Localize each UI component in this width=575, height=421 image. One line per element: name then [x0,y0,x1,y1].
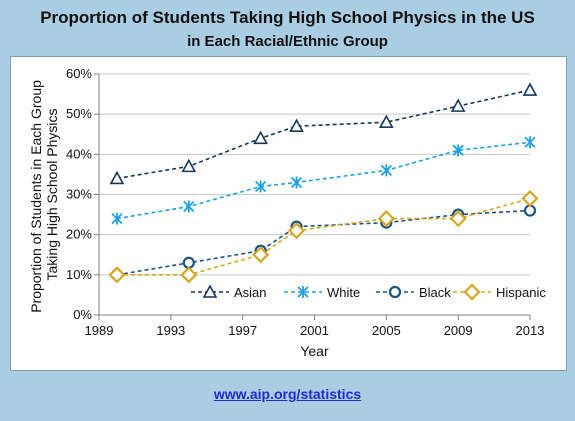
point-asian-4 [378,114,394,128]
point-white-6 [524,136,536,149]
y-tick-label-10: 10% [66,267,92,282]
y-tick-label-20: 20% [66,227,92,242]
x-tick-label-1993: 1993 [156,323,185,338]
y-axis-label: Proportion of Students in Each Group Tak… [28,76,60,313]
point-asian-5 [450,98,466,112]
point-white-2 [254,180,267,193]
series-line-asian [116,89,531,180]
line-chart: 0% 10% 20% 30% 40% 50% 60% 1989 1993 1997 2001 2005… [28,66,546,359]
point-white-5 [452,144,464,157]
chart-title-line-1: Proportion of Students Taking High Schoo… [40,8,535,27]
series-line-black [116,209,531,276]
legend-marker-hispanic [463,283,481,301]
legend-marker-black [388,285,402,299]
footer: www.aip.org/statistics [0,386,575,404]
point-asian-3 [289,118,304,133]
point-hispanic-1 [180,266,198,284]
point-hispanic-5 [449,210,467,228]
chart-title-line-2: in Each Racial/Ethnic Group [187,33,388,50]
legend-label-white: White [327,285,360,300]
point-hispanic-6 [521,189,539,208]
x-tick-label-2009: 2009 [444,323,473,338]
y-tick-label-0: 0% [73,307,92,322]
chart-title: Proportion of Students Taking High Schoo… [0,8,575,52]
point-asian-0 [109,170,125,185]
y-tick-label-60: 60% [66,66,92,81]
series-line-hispanic [116,197,531,276]
y-tick-label-50: 50% [66,106,92,121]
legend-item-black: Black [376,285,451,300]
y-tick-label-40: 40% [66,146,92,161]
point-hispanic-2 [252,246,270,264]
series-line-white [116,141,531,220]
point-white-1 [183,200,195,213]
point-white-3 [290,176,303,189]
x-tick-label-2013: 2013 [516,323,545,338]
legend-label-asian: Asian [234,285,267,300]
x-tick-label-1997: 1997 [228,323,257,338]
legend-label-black: Black [419,285,451,300]
aip-statistics-link[interactable]: www.aip.org/statistics [213,386,362,402]
legend-item-hispanic: Hispanic [453,283,546,301]
legend-label-hispanic: Hispanic [496,285,546,300]
point-white-0 [111,212,123,225]
y-tick-label-30: 30% [66,187,92,202]
x-tick-label-1989: 1989 [85,323,114,338]
legend-item-asian: Asian [191,284,267,300]
chart-panel: 0% 10% 20% 30% 40% 50% 60% 1989 1993 1997 2001 2005… [10,56,567,371]
series-lines [116,89,531,276]
y-axis-label-line-1: Proportion of Students in Each Group [28,80,44,313]
point-hispanic-4 [377,210,395,228]
point-hispanic-3 [287,222,306,240]
point-asian-6 [522,82,538,96]
point-asian-2 [253,130,268,145]
x-tick-label-2005: 2005 [372,323,401,338]
point-hispanic-0 [108,266,126,284]
point-asian-1 [181,158,197,173]
legend-marker-white [297,286,309,298]
series-markers [108,82,539,284]
x-axis-label: Year [300,343,329,359]
legend-item-white: White [284,285,360,300]
legend: Asian White Black Hispanic [191,283,546,301]
axes: 0% 10% 20% 30% 40% 50% 60% 1989 1993 1997 2001 2005… [66,66,544,338]
legend-marker-asian [202,284,218,298]
x-tick-label-2001: 2001 [300,323,329,338]
gridlines [99,73,530,276]
y-axis-label-line-2: Taking High School Physics [44,109,60,281]
point-white-4 [380,164,392,177]
